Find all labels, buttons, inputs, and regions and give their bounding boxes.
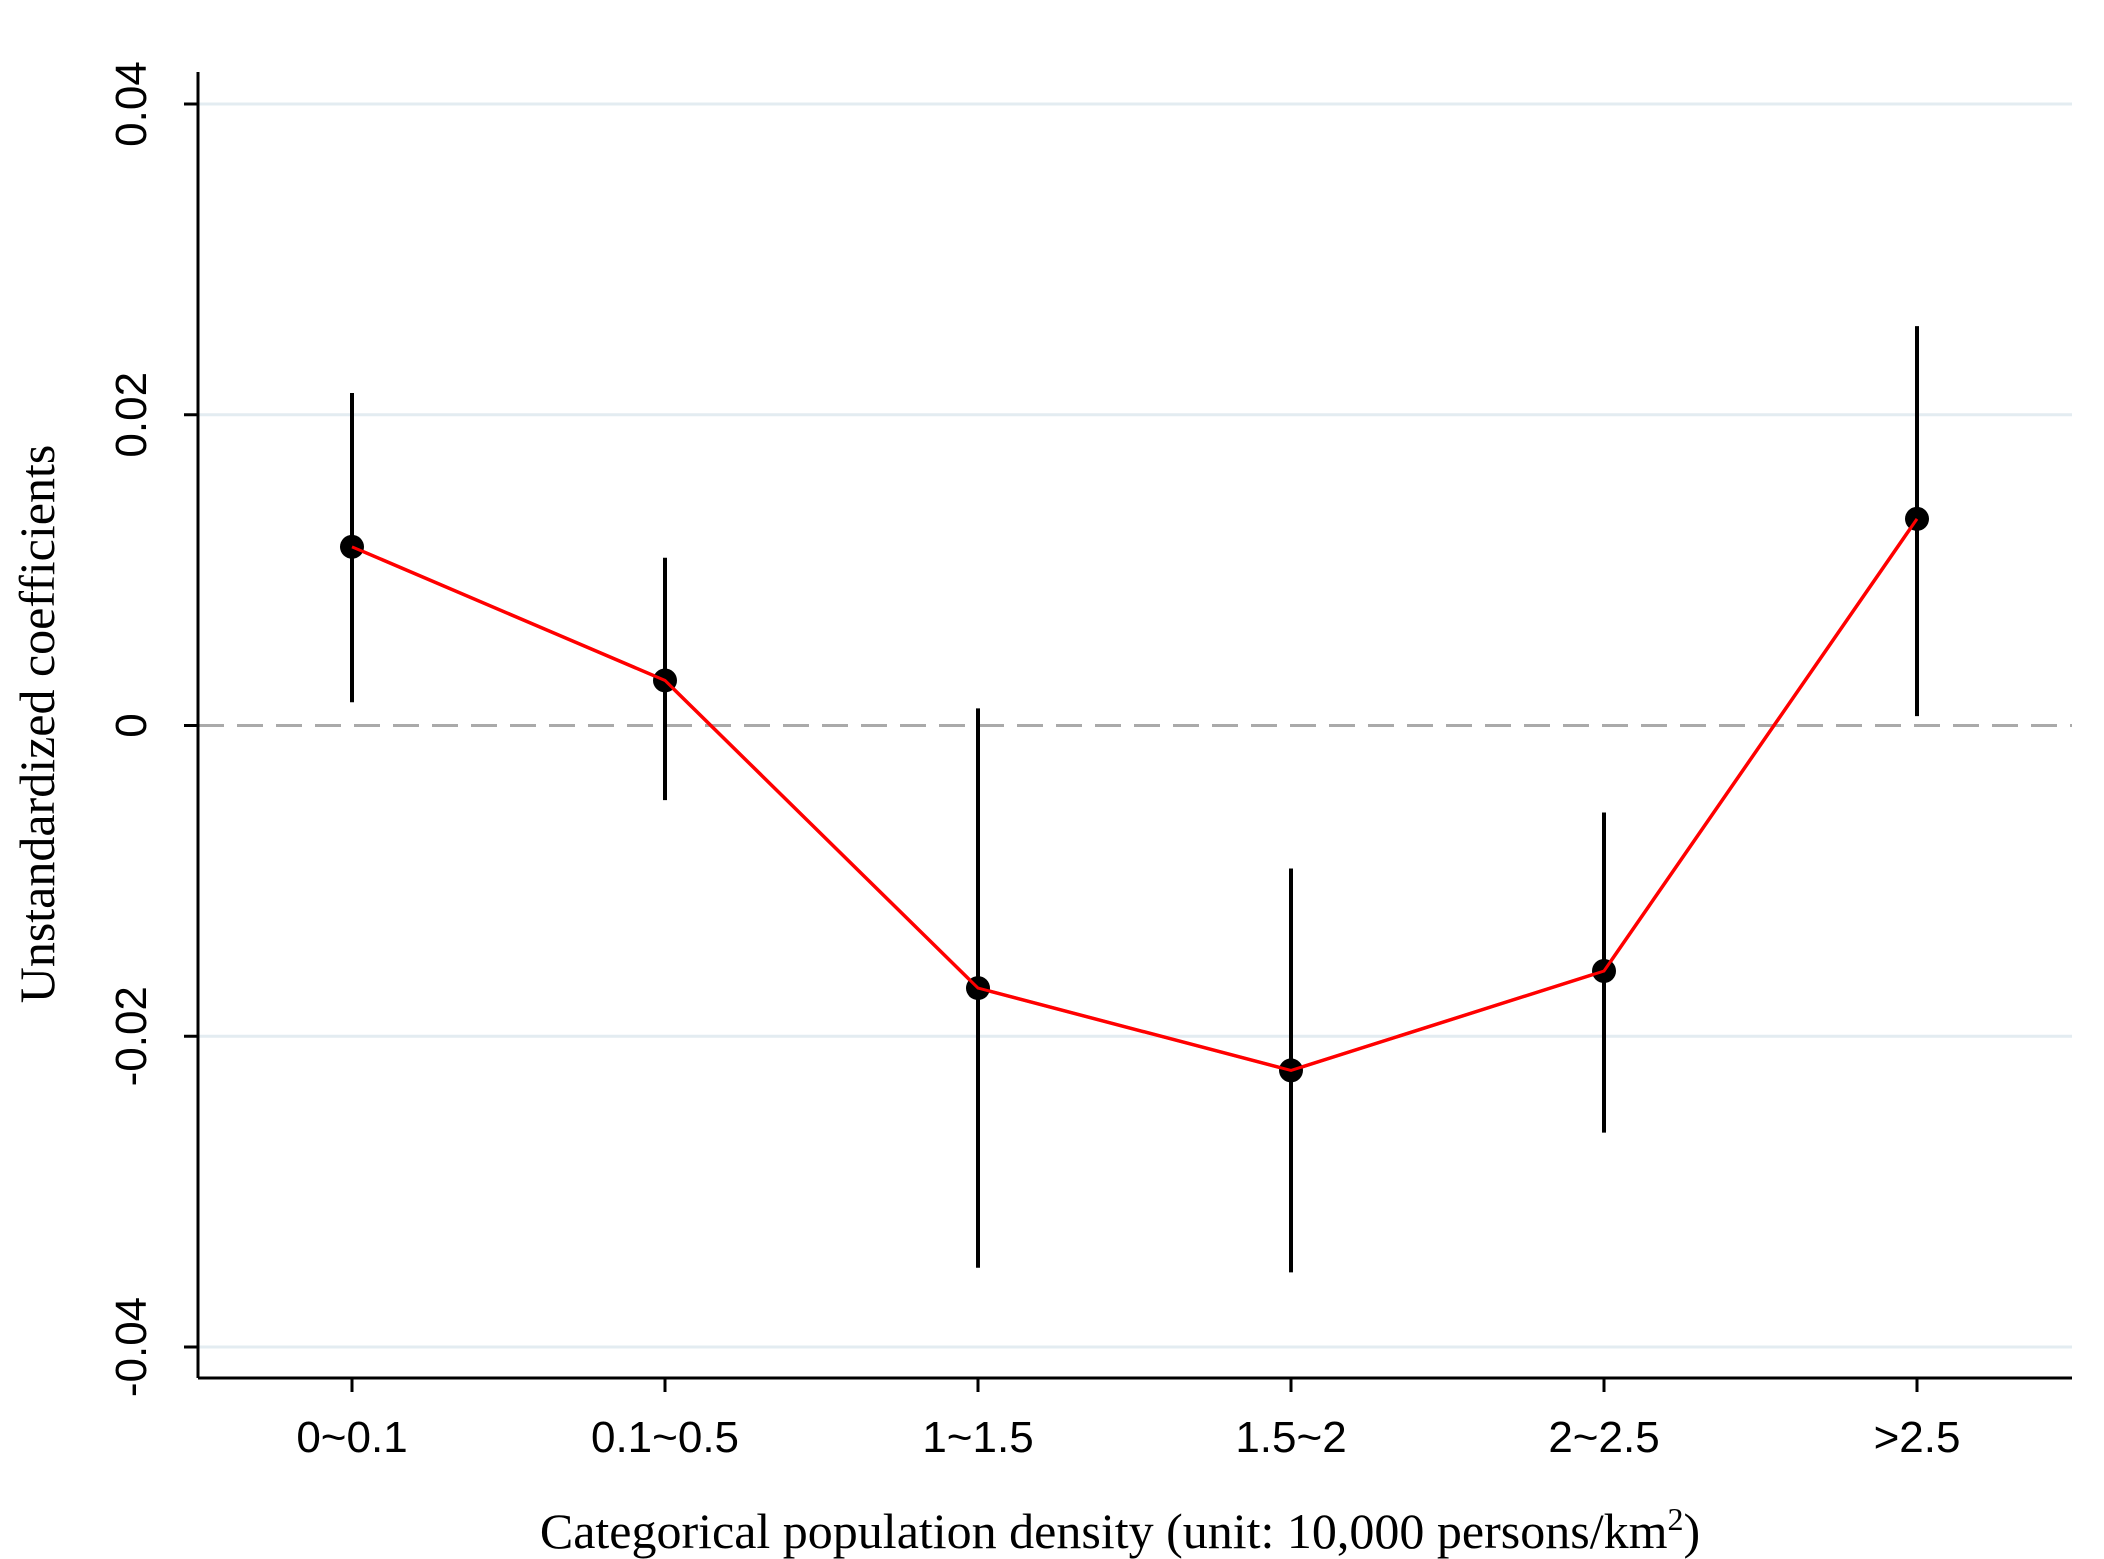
- x-axis-title-superscript: 2: [1667, 1501, 1683, 1537]
- x-tick-label-4: 2~2.5: [1548, 1413, 1659, 1462]
- x-tick-label-3: 1.5~2: [1235, 1413, 1346, 1462]
- y-tick-label-4: 0.04: [107, 61, 156, 147]
- x-tick-label-0: 0~0.1: [296, 1413, 407, 1462]
- error-bars: [350, 326, 1919, 1273]
- x-axis-title-suffix: ): [1683, 1503, 1700, 1559]
- y-ticks: -0.04 -0.02 0 0.02 0.04: [107, 61, 198, 1397]
- x-tick-label-2: 1~1.5: [922, 1413, 1033, 1462]
- data-points: [340, 506, 1929, 1083]
- x-tick-label-1: 0.1~0.5: [591, 1413, 739, 1462]
- x-axis-title: Categorical population density (unit: 10…: [540, 1501, 1700, 1559]
- x-ticks: 0~0.1 0.1~0.5 1~1.5 1.5~2 2~2.5 >2.5: [296, 1378, 1960, 1462]
- y-axis-title: Unstandardized coefficients: [9, 445, 65, 1004]
- gridlines: [198, 102, 2072, 1349]
- x-tick-label-5: >2.5: [1874, 1413, 1961, 1462]
- series-line: [351, 517, 1919, 1073]
- x-axis-title-main: Categorical population density (unit: 10…: [540, 1503, 1668, 1559]
- y-tick-label-0: -0.04: [107, 1297, 156, 1397]
- y-tick-label-2: 0: [107, 713, 156, 737]
- series-line-overlay: [351, 517, 1919, 1072]
- y-tick-label-3: 0.02: [107, 372, 156, 458]
- y-tick-label-1: -0.02: [107, 986, 156, 1086]
